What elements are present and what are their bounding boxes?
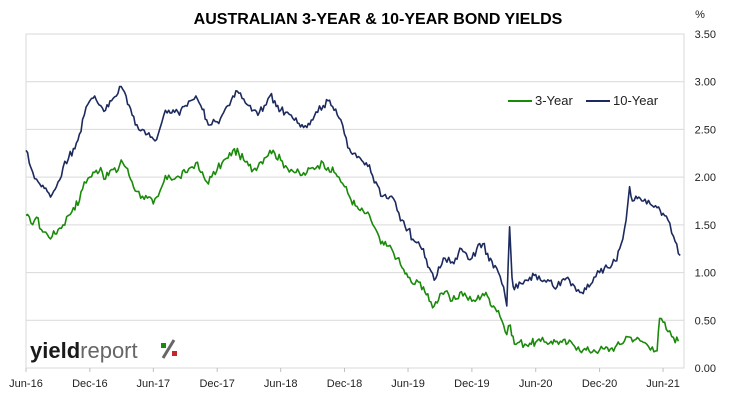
logo-word-report: report — [80, 338, 137, 363]
series-layer — [25, 85, 681, 354]
x-tick-label: Dec-20 — [582, 378, 617, 390]
x-tick-label: Jun-20 — [519, 378, 553, 390]
y-tick-label: 1.00 — [695, 268, 716, 280]
legend: 3-Year 10-Year — [508, 93, 659, 108]
chart-title: AUSTRALIAN 3-YEAR & 10-YEAR BOND YIELDS — [194, 11, 563, 28]
legend-item-10-year: 10-Year — [586, 93, 659, 108]
legend-label: 3-Year — [535, 93, 573, 108]
y-tick-label: 2.50 — [695, 124, 716, 136]
logo-percent-red-dot — [172, 351, 177, 356]
legend-label: 10-Year — [613, 93, 659, 108]
plot-border — [25, 33, 685, 369]
logo-text: yieldreport — [30, 338, 138, 363]
x-axis: Jun-16 Dec-16 Jun-17 Dec-17 Jun-18 Dec-18 Jun-… — [9, 368, 680, 390]
x-tick-label: Jun-21 — [646, 378, 680, 390]
logo-percent-slash — [161, 339, 176, 359]
y-tick-label: 1.50 — [695, 220, 716, 232]
y-axis: 0.00 0.50 1.00 1.50 2.00 2.50 3.00 3.50 — [695, 29, 716, 375]
logo-percent-green-dot — [161, 343, 166, 348]
x-tick-label: Jun-19 — [391, 378, 425, 390]
x-tick-label: Jun-16 — [9, 378, 43, 390]
x-tick-label: Dec-18 — [327, 378, 362, 390]
logo-word-yield: yield — [30, 338, 80, 363]
x-tick-label: Jun-18 — [264, 378, 298, 390]
series-line-3-year — [25, 147, 680, 354]
logo-percent-icon — [161, 339, 177, 359]
y-axis-unit-label: % — [695, 9, 705, 21]
y-tick-label: 0.00 — [695, 363, 716, 375]
legend-item-3-year: 3-Year — [508, 93, 573, 108]
gridlines — [26, 33, 684, 369]
x-tick-label: Dec-19 — [454, 378, 489, 390]
y-tick-label: 3.50 — [695, 29, 716, 41]
x-tick-label: Jun-17 — [137, 378, 171, 390]
yieldreport-logo: yieldreport — [30, 338, 177, 363]
plot-area — [25, 33, 685, 369]
x-tick-label: Dec-17 — [199, 378, 234, 390]
y-tick-label: 0.50 — [695, 315, 716, 327]
x-tick-label: Dec-16 — [72, 378, 107, 390]
y-tick-label: 2.00 — [695, 172, 716, 184]
y-tick-label: 3.00 — [695, 77, 716, 89]
series-line-10-year — [25, 85, 681, 307]
